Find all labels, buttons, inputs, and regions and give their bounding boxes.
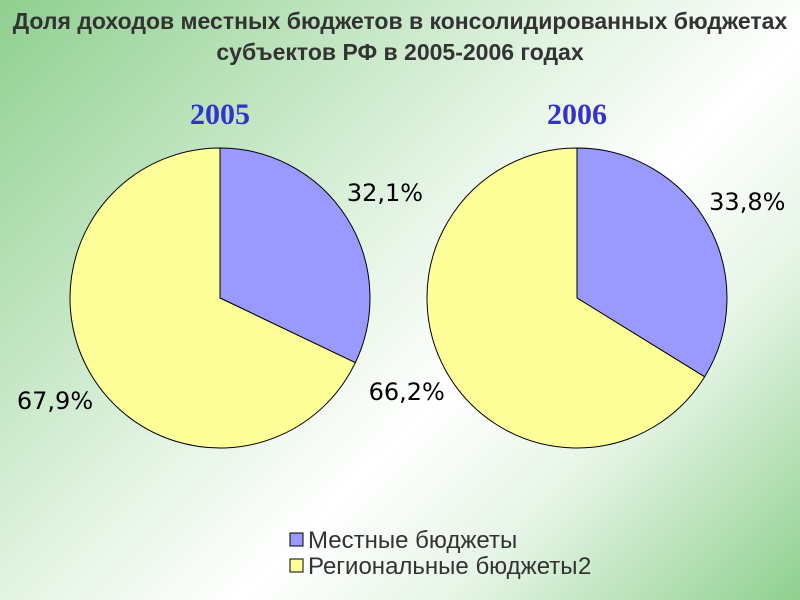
value-label: 66,2% xyxy=(369,378,445,406)
legend-label: Местные бюджеты xyxy=(308,527,517,554)
pie-slice xyxy=(576,147,728,378)
page-number: 2 xyxy=(578,553,591,580)
legend-label: Региональные бюджеты xyxy=(308,553,578,580)
pie-title: 2005 xyxy=(190,98,250,131)
slide-title: Доля доходов местных бюджетов в консолид… xyxy=(12,8,788,65)
pie-slice xyxy=(69,147,356,449)
value-label: 33,8% xyxy=(709,188,785,216)
value-label: 67,9% xyxy=(17,387,93,415)
pie-slice xyxy=(219,147,371,364)
pie-title: 2006 xyxy=(547,98,607,131)
legend-swatch xyxy=(289,558,304,573)
pie-slice xyxy=(426,147,706,449)
legend-swatch xyxy=(289,532,304,547)
value-label: 32,1% xyxy=(347,179,423,207)
